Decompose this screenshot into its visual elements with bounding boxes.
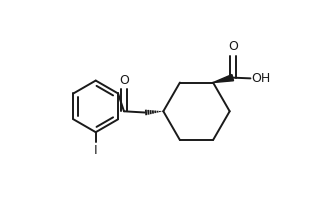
- Polygon shape: [213, 74, 233, 83]
- Text: OH: OH: [252, 72, 271, 85]
- Text: I: I: [94, 145, 98, 157]
- Text: O: O: [119, 74, 129, 87]
- Text: O: O: [228, 40, 238, 53]
